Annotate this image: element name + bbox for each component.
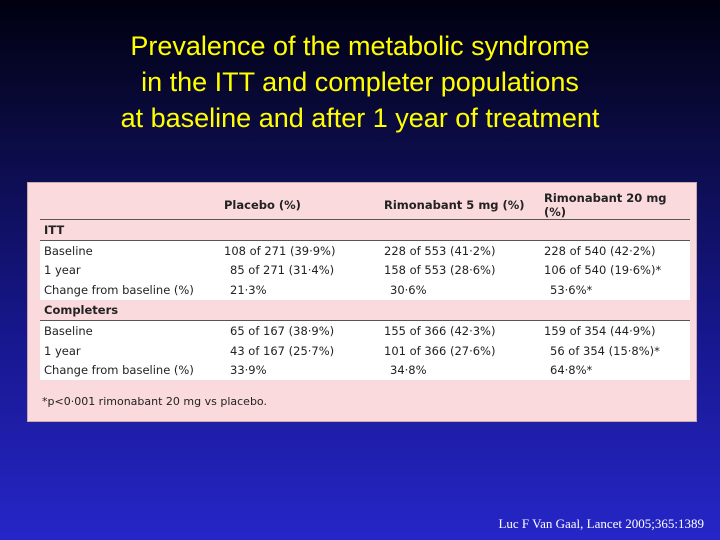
cell-placebo: 33·9% [220,360,380,381]
header-rimonabant-20mg: Rimonabant 20 mg (%) [540,191,690,220]
row-label: Change from baseline (%) [40,280,220,301]
cell-placebo: 43 of 167 (25·7%) [220,340,380,361]
table-row: Baseline 65 of 167 (38·9%) 155 of 366 (4… [40,320,690,341]
title-line-2: in the ITT and completer populations [141,67,579,97]
slide-title: Prevalence of the metabolic syndrome in … [0,28,720,136]
row-label: 1 year [40,340,220,361]
cell-rimonabant-20mg: 106 of 540 (19·6%)* [540,260,690,281]
table-header-row: Placebo (%) Rimonabant 5 mg (%) Rimonaba… [40,191,690,220]
cell-rimonabant-20mg: 228 of 540 (42·2%) [540,240,690,261]
cell-rimonabant-5mg: 158 of 553 (28·6%) [380,260,540,281]
cell-rimonabant-20mg: 159 of 354 (44·9%) [540,320,690,341]
cell-rimonabant-5mg: 101 of 366 (27·6%) [380,340,540,361]
section-label: ITT [40,219,690,241]
header-rimonabant-5mg: Rimonabant 5 mg (%) [380,191,540,220]
table-footnote: *p<0·001 rimonabant 20 mg vs placebo. [42,395,267,408]
cell-rimonabant-5mg: 228 of 553 (41·2%) [380,240,540,261]
table-panel: Placebo (%) Rimonabant 5 mg (%) Rimonaba… [27,182,697,422]
section-header-itt: ITT [40,219,690,241]
header-placebo: Placebo (%) [220,191,380,220]
section-header-completers: Completers [40,300,690,321]
cell-rimonabant-5mg: 155 of 366 (42·3%) [380,320,540,341]
prevalence-table: Placebo (%) Rimonabant 5 mg (%) Rimonaba… [40,191,690,381]
row-label: Baseline [40,240,220,261]
row-label: Change from baseline (%) [40,360,220,381]
citation: Luc F Van Gaal, Lancet 2005;365:1389 [498,516,704,531]
cell-rimonabant-20mg: 56 of 354 (15·8%)* [540,340,690,361]
table-row: 1 year 85 of 271 (31·4%) 158 of 553 (28·… [40,260,690,281]
cell-rimonabant-20mg: 64·8%* [540,360,690,381]
cell-rimonabant-5mg: 34·8% [380,360,540,381]
cell-placebo: 21·3% [220,280,380,301]
table-row: Change from baseline (%) 33·9% 34·8% 64·… [40,360,690,381]
cell-placebo: 108 of 271 (39·9%) [220,240,380,261]
cell-placebo: 85 of 271 (31·4%) [220,260,380,281]
row-label: Baseline [40,320,220,341]
row-label: 1 year [40,260,220,281]
title-line-3: at baseline and after 1 year of treatmen… [120,103,600,133]
table-row: 1 year 43 of 167 (25·7%) 101 of 366 (27·… [40,340,690,361]
table-row: Baseline 108 of 271 (39·9%) 228 of 553 (… [40,240,690,261]
cell-placebo: 65 of 167 (38·9%) [220,320,380,341]
cell-rimonabant-20mg: 53·6%* [540,280,690,301]
title-line-1: Prevalence of the metabolic syndrome [130,31,590,61]
header-empty [40,191,220,220]
section-label: Completers [40,300,690,321]
table-row: Change from baseline (%) 21·3% 30·6% 53·… [40,280,690,301]
cell-rimonabant-5mg: 30·6% [380,280,540,301]
